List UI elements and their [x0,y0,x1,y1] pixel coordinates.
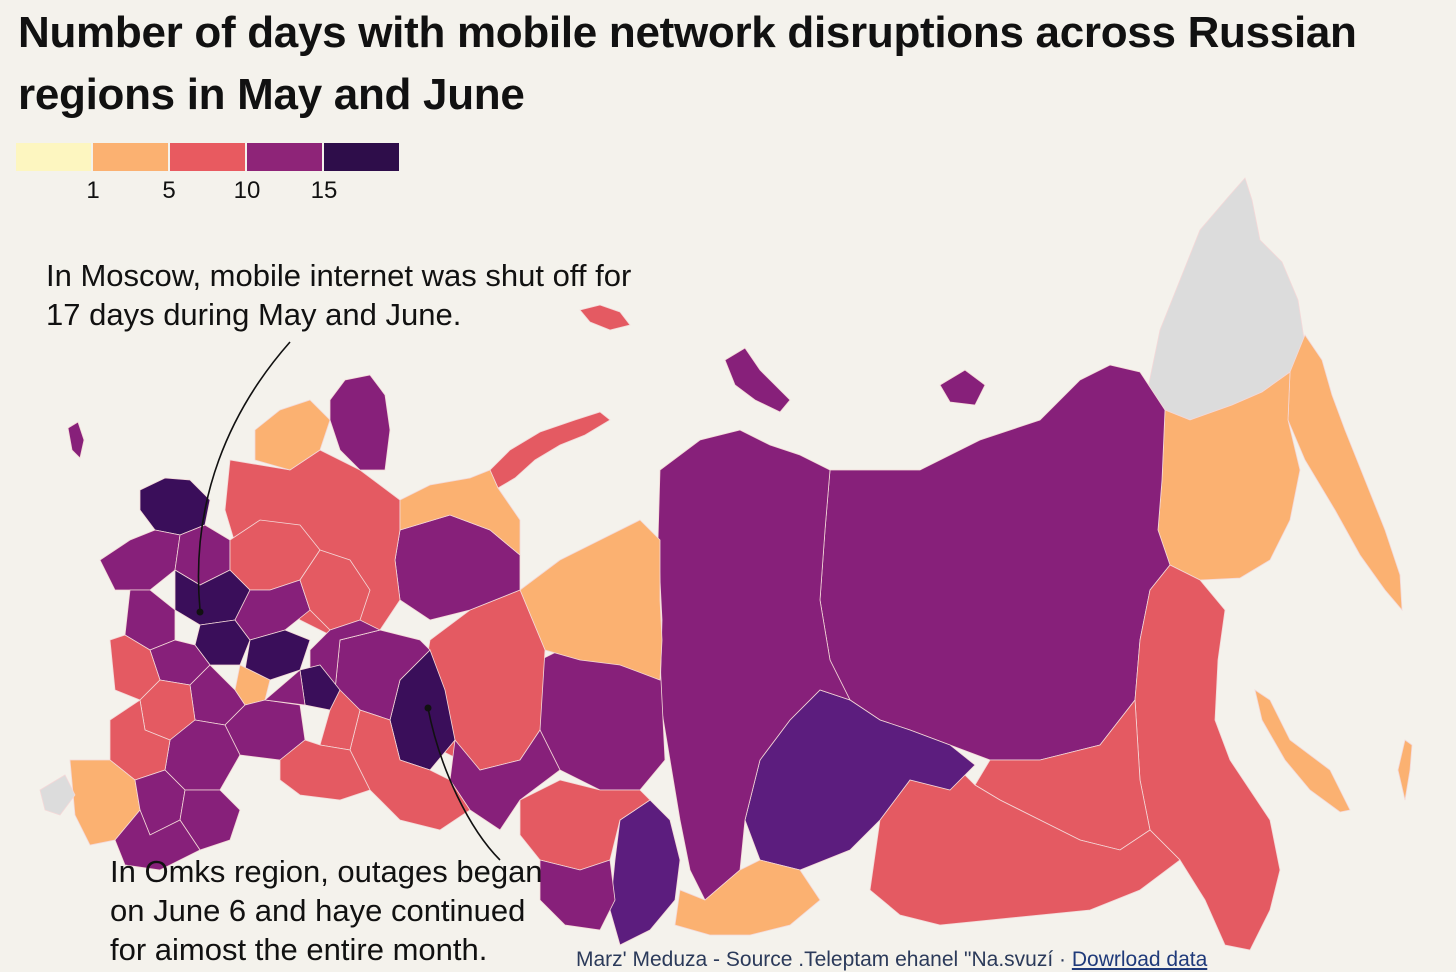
annotation-moscow: In Moscow, mobile internet was shut off … [46,258,632,332]
region-new-siberian-islands [939,369,986,406]
region-khabarovsk [1134,564,1281,951]
region-yamal [519,519,663,681]
region-kaliningrad [67,421,85,459]
region-kemerovo [609,799,681,946]
annotation-omsk: In Omks region, outages began on June 6 … [110,854,543,967]
region-novosibirsk [519,779,651,871]
region-bashkortostan [319,689,361,751]
region-sakhalin [1254,689,1351,813]
region-leningrad [139,477,211,536]
region-krasnoyarsk [657,429,851,901]
legend-swatch-1 [93,143,168,171]
legend-tick-5: 5 [162,177,176,204]
footer-credit: Marz' Meduza - Source .Teleptam ehanel "… [576,948,1207,972]
legend-swatch-0 [16,143,91,171]
legend-tick-1: 1 [86,177,100,204]
region-perm [309,619,382,691]
region-wrangel [579,304,631,331]
legend-tick-15: 15 [310,177,338,204]
region-novaya-zemlya [489,411,611,489]
region-orenburg [279,739,371,801]
region-kirov [299,549,371,631]
region-altai-krai [539,859,616,931]
region-crimea [39,774,76,816]
region-zabaykalsky [869,759,1181,926]
region-kamchatka [1287,334,1403,612]
region-tyva [674,859,821,936]
region-saratov [224,699,306,761]
region-murmansk [329,374,391,471]
region-nenets-coast [399,469,521,556]
legend-swatch-2 [170,143,245,171]
credit-text: Marz' Meduza - Source .Teleptam ehanel "… [576,948,1072,971]
chart-title: Number of days with mobile network disru… [18,8,1357,119]
legend-swatch-3 [247,143,322,171]
region-severnaya-zemlya [724,347,791,413]
region-yakutia [819,364,1171,761]
legend-tick-10: 10 [233,177,261,204]
region-samara [264,669,306,706]
legend-swatch-4 [324,143,399,171]
color-legend: 1 5 10 15 [16,143,401,204]
region-pskov [99,529,181,591]
region-caucasus [114,809,201,871]
region-kurils [1397,739,1413,801]
download-data-link[interactable]: Dowrload data [1071,948,1208,971]
